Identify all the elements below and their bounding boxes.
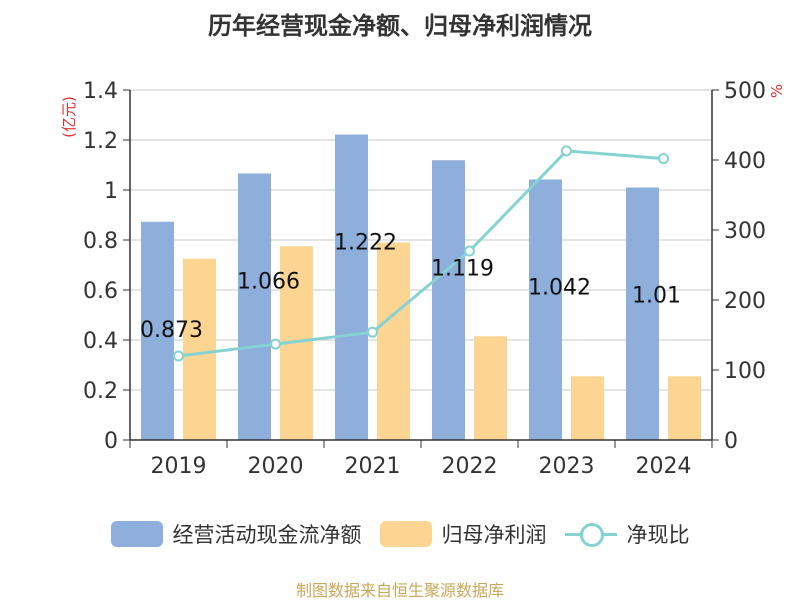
legend-item-net-profit[interactable]: 归母净利润 bbox=[379, 519, 547, 549]
bar-operating-cash bbox=[432, 160, 465, 440]
bar-net-profit bbox=[377, 242, 410, 440]
right-axis-tick-label: 300 bbox=[724, 219, 766, 244]
legend-label-cash-ratio: 净现比 bbox=[626, 523, 690, 547]
bar-operating-cash bbox=[141, 221, 174, 440]
left-axis-tick-label: 1 bbox=[104, 179, 118, 204]
right-axis-tick-label: 500 bbox=[724, 79, 766, 104]
x-axis-tick-label: 2020 bbox=[248, 454, 304, 479]
right-axis-unit: % bbox=[768, 84, 786, 98]
left-axis-tick-label: 1.4 bbox=[83, 79, 118, 104]
bar-operating-cash bbox=[335, 134, 368, 440]
bar-operating-cash bbox=[626, 187, 659, 440]
legend-swatch-operating-cash bbox=[110, 521, 163, 547]
x-axis-tick-label: 2022 bbox=[442, 454, 498, 479]
legend-label-net-profit: 归母净利润 bbox=[441, 523, 547, 547]
data-label-operating-cash: 0.873 bbox=[140, 318, 203, 343]
legend-item-cash-ratio[interactable]: 净现比 bbox=[564, 519, 690, 549]
chart-title: 历年经营现金净额、归母净利润情况 bbox=[208, 12, 592, 40]
bars bbox=[141, 134, 701, 440]
x-axis-tick-label: 2021 bbox=[345, 454, 401, 479]
bar-operating-cash bbox=[529, 179, 562, 440]
right-axis-tick-label: 400 bbox=[724, 149, 766, 174]
left-axis-tick-label: 0.6 bbox=[83, 279, 118, 304]
right-axis-tick-label: 0 bbox=[724, 429, 738, 454]
grid-lines bbox=[130, 89, 712, 441]
legend: 经营活动现金流净额 归母净利润 净现比 bbox=[0, 516, 800, 552]
left-axis-tick-label: 0 bbox=[104, 429, 118, 454]
left-axis-tick-label: 0.2 bbox=[83, 379, 118, 404]
bar-net-profit bbox=[571, 376, 604, 440]
left-axis-tick-label: 1.2 bbox=[83, 129, 118, 154]
line-point-cash-ratio bbox=[464, 245, 475, 257]
legend-swatch-cash-ratio bbox=[564, 521, 617, 547]
bar-net-profit bbox=[474, 336, 507, 440]
line-point-cash-ratio bbox=[270, 338, 281, 350]
line-point-cash-ratio bbox=[561, 145, 572, 157]
line-point-cash-ratio bbox=[658, 153, 669, 165]
source-note: 制图数据来自恒生聚源数据库 bbox=[295, 581, 504, 600]
data-label-operating-cash: 1.119 bbox=[431, 256, 494, 281]
line-cash-ratio bbox=[178, 149, 664, 358]
data-labels: 0.873 1.066 1.222 1.119 1.042 1.01 bbox=[140, 231, 681, 343]
legend-label-operating-cash: 经营活动现金流净额 bbox=[172, 523, 362, 547]
left-axis-tick-label: 0.8 bbox=[83, 229, 118, 254]
right-axis-tick-label: 100 bbox=[724, 359, 766, 384]
x-axis-tick-label: 2019 bbox=[151, 454, 207, 479]
axes: 0 0.2 0.4 0.6 0.8 1 1.2 1.4 0 100 200 300 400 500 (亿元)… bbox=[60, 79, 786, 479]
bar-net-profit bbox=[183, 258, 216, 440]
left-axis-unit: (亿元) bbox=[60, 96, 78, 138]
data-label-operating-cash: 1.01 bbox=[632, 284, 681, 309]
legend-item-operating-cash[interactable]: 经营活动现金流净额 bbox=[110, 519, 362, 549]
x-axis-tick-label: 2024 bbox=[636, 454, 692, 479]
left-axis-tick-label: 0.4 bbox=[83, 329, 118, 354]
data-label-operating-cash: 1.066 bbox=[237, 270, 300, 295]
line-point-cash-ratio bbox=[367, 326, 378, 338]
line-point-cash-ratio bbox=[173, 350, 184, 362]
x-axis-tick-label: 2023 bbox=[539, 454, 595, 479]
right-axis-tick-label: 200 bbox=[724, 289, 766, 314]
bar-net-profit bbox=[668, 376, 701, 440]
legend-swatch-net-profit bbox=[379, 521, 432, 547]
ratio-line bbox=[173, 145, 669, 362]
data-label-operating-cash: 1.222 bbox=[334, 231, 397, 256]
bar-operating-cash bbox=[238, 173, 271, 440]
data-label-operating-cash: 1.042 bbox=[528, 276, 591, 301]
